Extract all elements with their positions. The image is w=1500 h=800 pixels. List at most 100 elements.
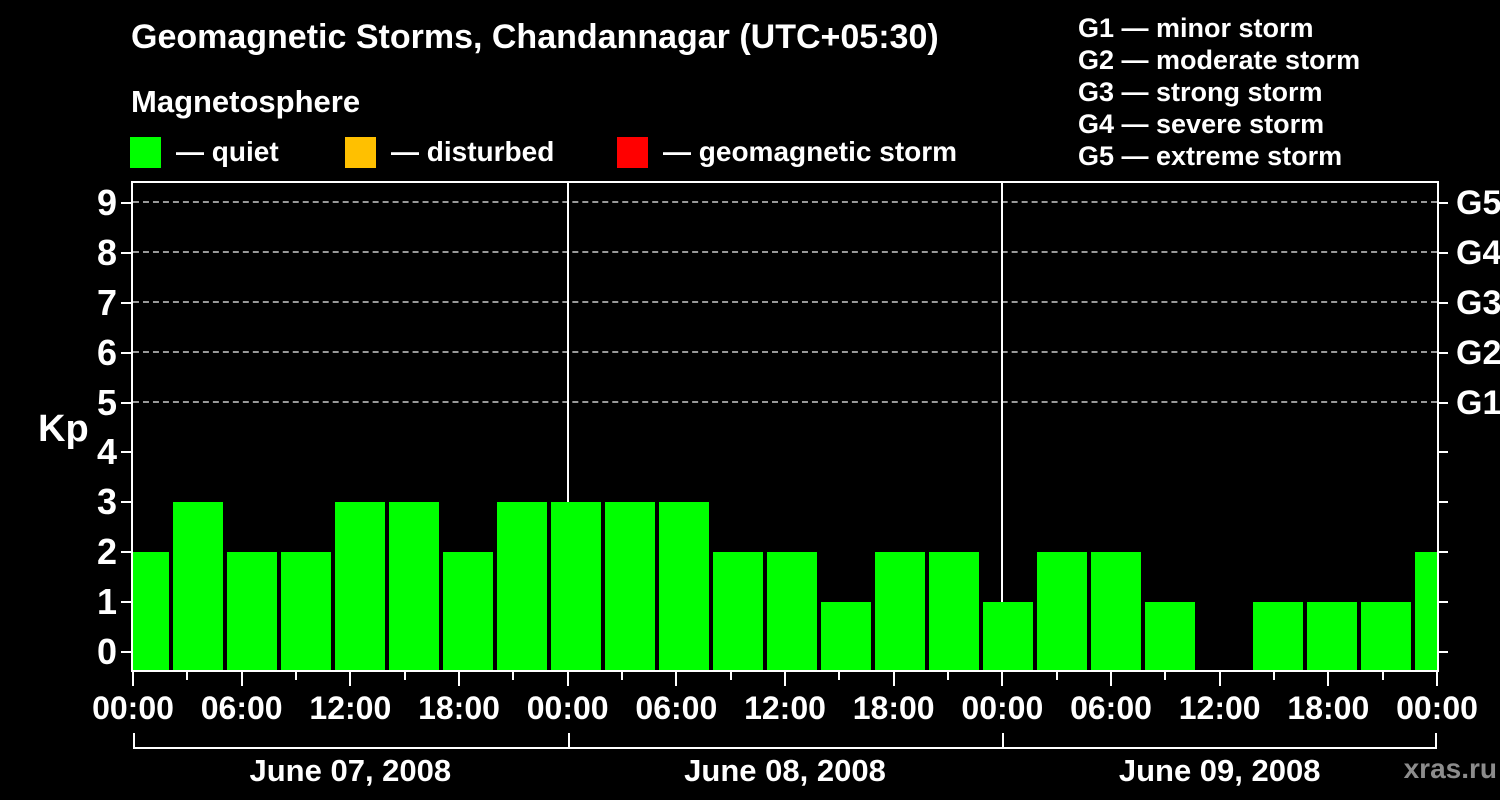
x-axis-tick-label: 18:00 [418, 690, 500, 726]
kp-bar [281, 552, 331, 670]
kp-bar [605, 502, 655, 670]
kp-bar [1415, 552, 1437, 670]
day-separator-line [566, 183, 569, 670]
storm-scale-line: G3 — strong storm [1078, 77, 1323, 107]
date-bracket-line [133, 747, 1437, 749]
kp-bar [1307, 602, 1357, 670]
kp-bar [1145, 602, 1195, 670]
x-axis-tick [1436, 672, 1438, 686]
g-scale-tick-label: G4 [1456, 233, 1500, 272]
x-axis-tick-label: 18:00 [852, 690, 935, 726]
gridline [133, 350, 1437, 353]
x-axis-tick-label: 00:00 [92, 690, 174, 726]
legend-item-storm: — geomagnetic storm [617, 136, 957, 168]
x-axis-tick [1273, 672, 1275, 680]
x-axis-tick [1110, 672, 1112, 686]
legend-item-label: — disturbed [391, 136, 555, 167]
x-axis-tick [784, 672, 786, 686]
chart-title: Geomagnetic Storms, Chandannagar (UTC+05… [131, 18, 939, 56]
kp-bar [227, 552, 277, 670]
kp-bar [173, 502, 223, 670]
kp-bar [983, 602, 1033, 670]
y-axis-tick-label: 0 [96, 631, 117, 672]
date-bracket-tick [1002, 733, 1005, 749]
legend-item-label: — quiet [176, 136, 279, 167]
date-label: June 07, 2008 [249, 753, 452, 788]
x-axis-tick [892, 672, 895, 686]
plot-border [131, 181, 1439, 672]
y-axis-tick-label: 7 [96, 281, 117, 323]
y-axis-tick-label: 1 [96, 581, 117, 623]
kp-bar [335, 502, 385, 670]
kp-bar [875, 552, 925, 670]
y-axis-tick-label: 2 [96, 531, 117, 573]
x-axis-tick-label: 12:00 [744, 690, 826, 726]
x-axis-tick [186, 672, 189, 680]
date-label: June 08, 2008 [684, 753, 886, 788]
g-scale-tick-label: G1 [1456, 383, 1500, 422]
y-axis-tick-label: 8 [96, 231, 117, 273]
gridline [133, 201, 1437, 203]
y-axis-tick-label: 9 [96, 182, 117, 223]
x-axis-tick-label: 12:00 [1178, 690, 1261, 726]
kp-bar [1361, 602, 1411, 670]
legend: — quiet — disturbed — geomagnetic storm [0, 136, 1050, 168]
kp-axis-label: Kp [38, 408, 89, 450]
x-axis-tick [675, 672, 678, 686]
storm-scale-legend: G1 — minor storm G2 — moderate storm G3 — … [1078, 12, 1360, 172]
gridline [133, 300, 1437, 303]
x-axis-tick [621, 672, 623, 680]
g-scale-tick-label: G5 [1456, 184, 1500, 222]
kp-bar [713, 552, 763, 670]
x-axis-tick [838, 672, 841, 680]
x-axis-tick [947, 672, 949, 680]
date-bracket-tick [567, 733, 570, 749]
x-axis-tick-label: 12:00 [309, 690, 392, 726]
legend-swatch-storm [617, 136, 648, 168]
y-axis-tick-label: 6 [96, 331, 117, 373]
x-axis-tick [1055, 672, 1058, 680]
day-separator-line [1001, 183, 1004, 670]
kp-bar [821, 602, 871, 670]
date-bracket-tick [133, 733, 135, 749]
g-scale-tick-label: G2 [1456, 333, 1500, 372]
x-axis-tick [1381, 672, 1384, 680]
x-axis-tick-label: 06:00 [635, 690, 718, 726]
legend-item-quiet: — quiet [130, 136, 279, 168]
x-axis-tick-label: 06:00 [1070, 690, 1152, 726]
legend-swatch-disturbed [345, 136, 376, 168]
gridline [133, 400, 1437, 403]
kp-bar [1091, 552, 1141, 670]
storm-scale-line: G2 — moderate storm [1078, 45, 1361, 75]
x-axis-tick [1001, 672, 1004, 686]
gridline [133, 250, 1437, 253]
x-axis-tick [349, 672, 352, 686]
x-axis-tick [1327, 672, 1330, 686]
x-axis-tick [729, 672, 732, 680]
kp-bar [659, 502, 709, 670]
kp-bar [767, 552, 817, 670]
x-axis-tick [512, 672, 515, 680]
chart-subtitle: Magnetosphere [131, 84, 361, 119]
x-axis-tick-label: 18:00 [1287, 690, 1370, 726]
watermark-xras: xras.ru [1403, 753, 1497, 784]
x-axis-tick [1164, 672, 1167, 680]
x-axis-tick [295, 672, 297, 680]
x-axis-tick-label: 06:00 [200, 690, 283, 726]
x-axis-tick-label: 00:00 [1396, 690, 1478, 726]
x-axis-tick [458, 672, 460, 686]
storm-scale-line: G4 — severe storm [1078, 109, 1325, 139]
kp-bar [929, 552, 979, 670]
storm-scale-line: G1 — minor storm [1078, 13, 1314, 43]
plot-area [133, 183, 1437, 670]
x-axis-tick [566, 672, 569, 686]
x-axis-tick [403, 672, 406, 680]
kp-bar [551, 502, 601, 670]
g-scale-tick-label: G3 [1456, 283, 1500, 322]
x-axis-tick-label: 00:00 [526, 690, 609, 726]
x-axis-tick-label: 00:00 [961, 690, 1044, 726]
kp-bar [389, 502, 439, 670]
legend-item-label: — geomagnetic storm [663, 136, 958, 167]
kp-bar [1253, 602, 1303, 670]
